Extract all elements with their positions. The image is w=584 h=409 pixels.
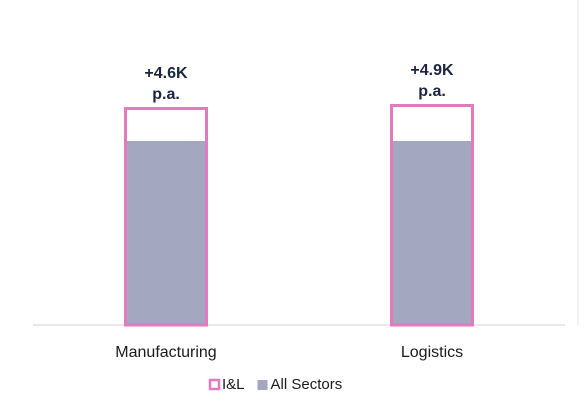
bar bbox=[390, 141, 474, 325]
legend-label: All Sectors bbox=[271, 376, 343, 393]
legend-swatch bbox=[257, 380, 268, 390]
annotation: p.a. bbox=[418, 83, 446, 100]
legend-label: I&L bbox=[222, 376, 245, 393]
annotation: +4.9K bbox=[410, 62, 454, 79]
x-tick-label: Manufacturing bbox=[115, 344, 216, 361]
bar bbox=[124, 141, 208, 325]
bar-outline bbox=[390, 104, 474, 327]
x-tick-label: Logistics bbox=[401, 344, 463, 361]
annotation: p.a. bbox=[152, 86, 180, 103]
annotation: +4.6K bbox=[144, 65, 188, 82]
legend-swatch bbox=[208, 378, 221, 391]
bar-outline bbox=[124, 107, 208, 327]
